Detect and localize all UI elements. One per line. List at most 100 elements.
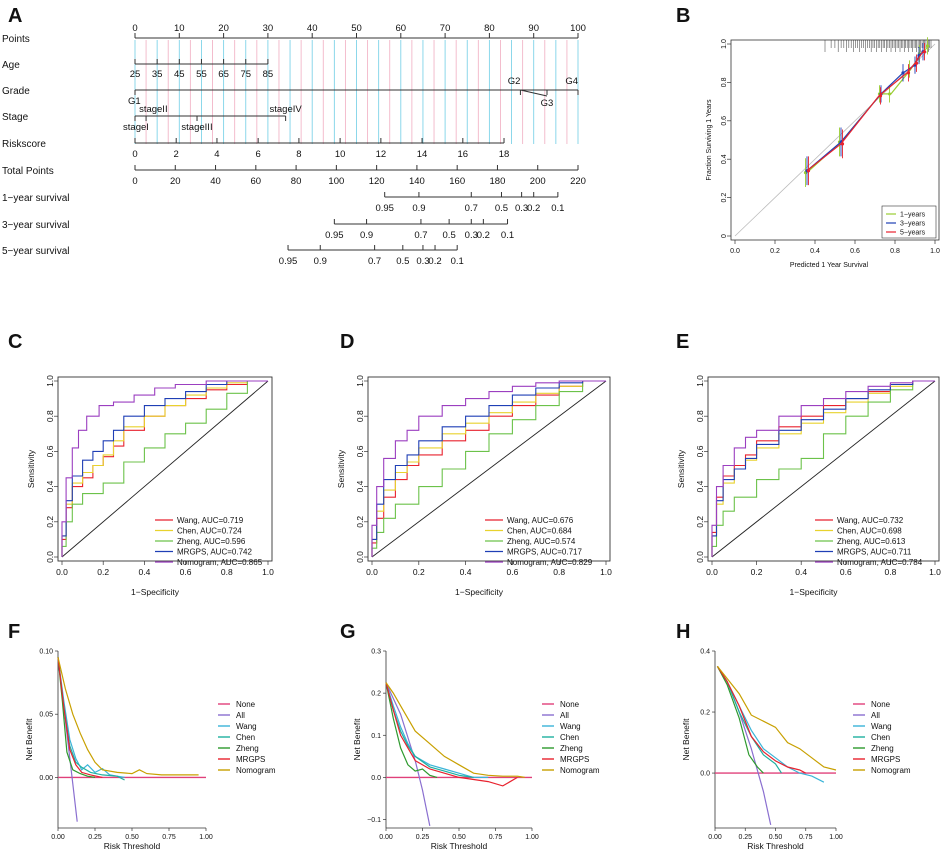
tick-label: 65 <box>218 69 229 80</box>
panel-g-dca: G 0.00 0.25 0.50 0.75 1.00 −0.1 0.0 0.1 0.2 0.3 Ris… <box>340 621 600 851</box>
net-benefit-curve <box>716 665 807 774</box>
x-tick-label: 0.6 <box>850 248 860 255</box>
legend-label: MRGPS, AUC=0.711 <box>837 548 912 557</box>
tick-label: G2 <box>508 76 521 87</box>
legend-label: Wang <box>560 722 581 731</box>
tick-label: 80 <box>291 176 302 187</box>
tick-label: 8 <box>296 149 301 160</box>
tick-label: 0.5 <box>396 256 409 267</box>
x-tick-label: 0.4 <box>460 567 472 577</box>
panel-c-roc: C 0.0 0.2 0.4 0.6 0.8 1.0 0.0 0.2 0.4 0.6 0.8 1.0 1−S… <box>8 331 274 597</box>
y-tick-label: 0.4 <box>355 480 365 492</box>
tick-label: 0.95 <box>279 256 298 267</box>
panel-letter: F <box>8 621 20 643</box>
net-benefit-curve <box>385 682 489 778</box>
y-axis-title: Net Benefit <box>681 718 691 761</box>
legend-label: 5−years <box>900 230 926 237</box>
net-benefit-curve <box>385 682 525 778</box>
panel-letter-b: B <box>676 5 690 27</box>
tick-label: 30 <box>263 23 274 34</box>
net-benefit-curve <box>57 657 199 776</box>
x-tick-label: 0.8 <box>221 567 233 577</box>
roc-curve <box>61 380 268 557</box>
tick-label: 0.9 <box>412 203 425 214</box>
y-tick-label: 0.6 <box>721 116 728 126</box>
x-tick-label: 0.50 <box>452 834 466 841</box>
tick-label: 90 <box>528 23 539 34</box>
tick-label: 0.1 <box>551 203 564 214</box>
x-tick-label: 0.25 <box>738 834 752 841</box>
nomogram-row-label: Riskscore <box>2 139 46 150</box>
legend-label: Wang <box>871 722 892 731</box>
y-tick-label: 0.2 <box>45 516 55 528</box>
tick-label: stageIV <box>270 104 303 115</box>
calibration-point <box>806 169 811 173</box>
y-tick-label: 1.0 <box>355 375 365 387</box>
panel-d-roc: D 0.0 0.2 0.4 0.6 0.8 1.0 0.0 0.2 0.4 0.6 0.8 1.0 1−S… <box>336 331 612 597</box>
tick-label: 35 <box>152 69 163 80</box>
x-tick-label: 0.8 <box>890 248 900 255</box>
tick-label: 0 <box>132 176 137 187</box>
legend-label: None <box>871 700 891 709</box>
panel-letter: C <box>8 331 22 353</box>
net-benefit-curve <box>57 657 103 778</box>
roc-curve <box>61 380 268 557</box>
tick-label: 40 <box>307 23 318 34</box>
tick-label: 0.5 <box>443 230 456 241</box>
tick-label: 2 <box>174 149 179 160</box>
x-tick-label: 0.25 <box>416 834 430 841</box>
x-tick-label: 0.6 <box>840 567 852 577</box>
plot-frame <box>707 376 940 562</box>
x-tick-label: 0.0 <box>366 567 378 577</box>
y-tick-label: 0.3 <box>371 649 381 656</box>
panel-letter: G <box>340 621 356 643</box>
legend-label: Nomogram <box>560 766 600 775</box>
tick-label: 75 <box>240 69 251 80</box>
legend-label: All <box>560 711 569 720</box>
tick-label: stageI <box>123 122 149 133</box>
roc-curve <box>371 380 606 557</box>
tick-label: 0.95 <box>325 230 344 241</box>
x-axis-title: 1−Specificity <box>455 587 504 597</box>
x-tick-label: 0.00 <box>379 834 393 841</box>
tick-label: 0.9 <box>360 230 373 241</box>
tick-label: 10 <box>174 23 185 34</box>
legend-label: All <box>871 711 880 720</box>
legend-label: Nomogram, AUC=0.784 <box>837 558 923 567</box>
x-tick-label: 0.2 <box>413 567 425 577</box>
x-axis-title: Risk Threshold <box>431 841 488 851</box>
legend-box <box>881 205 937 239</box>
panel-h-dca: H 0.00 0.25 0.50 0.75 1.00 0.0 0.2 0.4 Risk Thres… <box>676 621 911 851</box>
x-axis-title: Risk Threshold <box>104 841 161 851</box>
y-tick-label: 0.8 <box>695 410 705 422</box>
y-tick-label: −0.1 <box>367 817 381 824</box>
ideal-line <box>734 43 936 237</box>
y-tick-label: 0.4 <box>45 480 55 492</box>
y-tick-label: 1.0 <box>45 375 55 387</box>
panel-letter: H <box>676 621 690 643</box>
net-benefit-curve <box>716 665 772 826</box>
y-tick-label: 0.2 <box>355 516 365 528</box>
tick-label: 0.7 <box>414 230 427 241</box>
net-benefit-curve <box>385 682 438 778</box>
legend-label: Zheng, AUC=0.613 <box>837 537 906 546</box>
y-tick-label: 0.6 <box>355 445 365 457</box>
legend-label: Chen, AUC=0.724 <box>177 527 242 536</box>
y-tick-label: 0.0 <box>700 771 710 778</box>
x-tick-label: 1.0 <box>600 567 612 577</box>
legend-label: Zheng <box>236 744 259 753</box>
roc-curve <box>371 380 606 557</box>
tick-label: 60 <box>251 176 262 187</box>
x-tick-label: 0.50 <box>769 834 783 841</box>
y-tick-label: 1.0 <box>721 39 728 49</box>
legend-label: Nomogram <box>871 766 911 775</box>
y-tick-label: 0.2 <box>695 516 705 528</box>
legend-label: Nomogram, AUC=0.829 <box>507 558 593 567</box>
x-tick-label: 0.4 <box>138 567 150 577</box>
tick-label: G1 <box>128 96 141 107</box>
x-axis-title: Predicted 1 Year Survival <box>790 262 869 269</box>
net-benefit-curve <box>57 657 96 778</box>
tick-label: 0.3 <box>465 230 478 241</box>
